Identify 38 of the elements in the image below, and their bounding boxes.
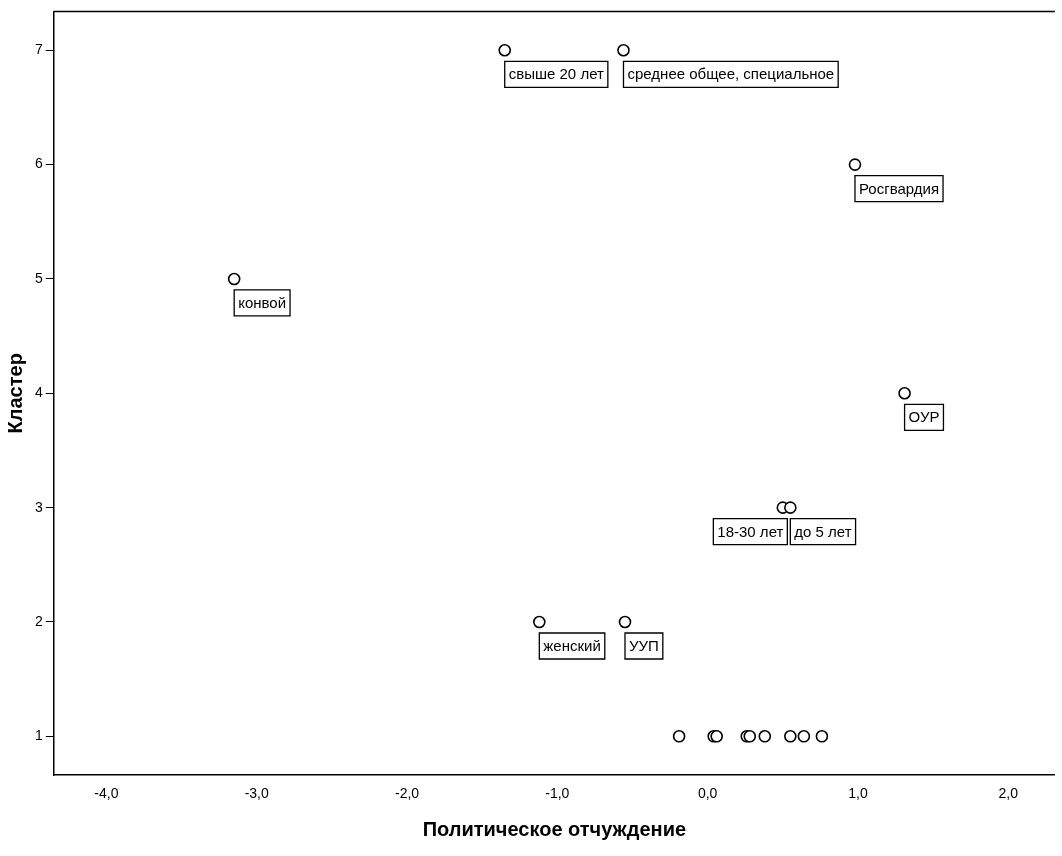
point: [797, 730, 811, 743]
annotation: 18-30 лет: [717, 522, 784, 540]
point: [815, 730, 829, 743]
point: [618, 615, 632, 629]
annotation: до 5 лет: [794, 522, 852, 540]
annotation: УУП: [628, 637, 659, 655]
point: [498, 43, 512, 57]
annotation: Росгвардия: [858, 179, 940, 197]
x-tick-label: -1,0: [545, 785, 570, 802]
y-tick-label: 2: [34, 612, 43, 629]
annotation: среднее общее, специальное: [627, 65, 835, 83]
x-tick-label: -3,0: [244, 785, 269, 802]
x-axis-title: Политическое отчуждение: [422, 817, 687, 840]
point: [672, 730, 686, 743]
y-tick-label: 5: [34, 269, 43, 286]
point: [784, 501, 797, 514]
x-tick-label: 1,0: [848, 785, 868, 802]
y-axis-title: Кластер: [3, 353, 26, 434]
x-tick-label: -2,0: [394, 785, 420, 802]
x-tick-label: 0,0: [697, 785, 718, 802]
y-tick-label: 3: [34, 498, 43, 515]
annotation: конвой: [238, 294, 287, 312]
y-tick-label: 1: [34, 727, 43, 744]
point: [784, 730, 797, 743]
x-tick-label: 2,0: [998, 785, 1019, 802]
point: [758, 730, 772, 743]
point: [533, 615, 546, 629]
point: [848, 158, 862, 171]
y-tick-label: 6: [34, 155, 43, 172]
annotation: свыше 20 лет: [508, 65, 604, 83]
y-tick-label: 7: [34, 41, 43, 58]
x-tick-label: -4,0: [94, 785, 119, 802]
point: [227, 272, 241, 286]
annotation: женский: [543, 637, 601, 655]
annotation: ОУР: [908, 408, 940, 426]
point: [617, 43, 630, 57]
y-tick-label: 4: [34, 384, 43, 401]
point: [898, 387, 911, 400]
